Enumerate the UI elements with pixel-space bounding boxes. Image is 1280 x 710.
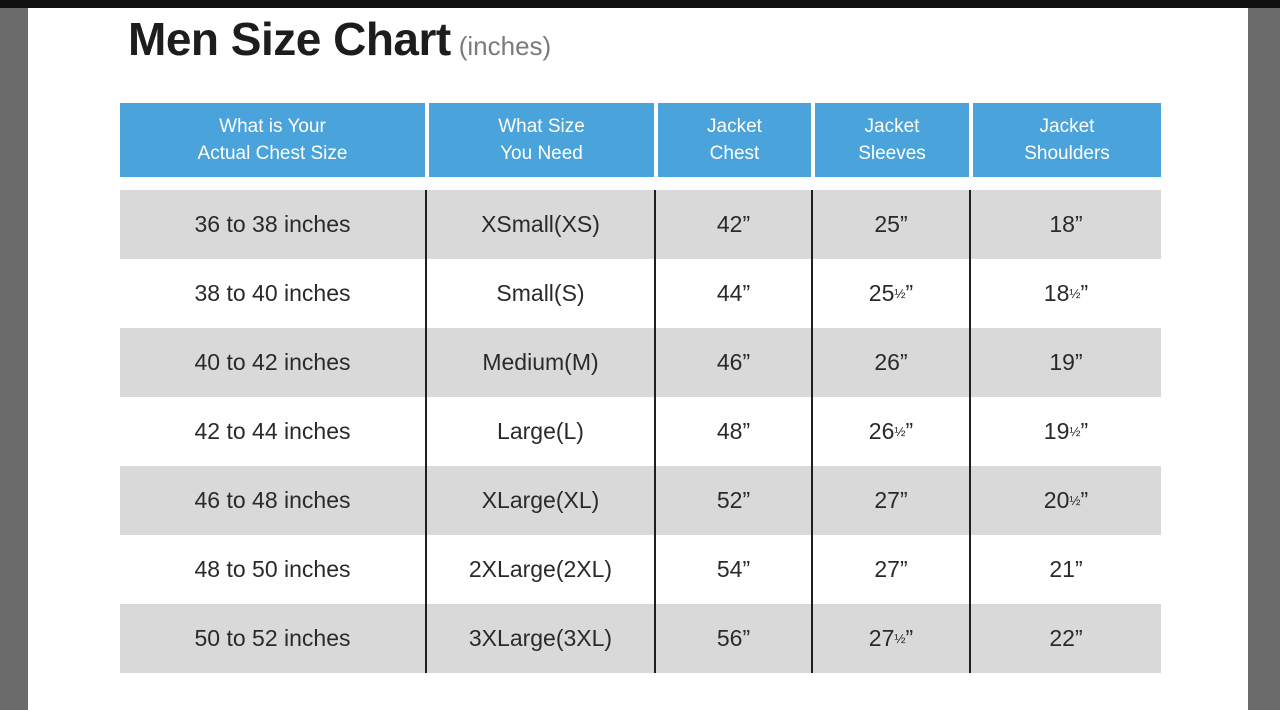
right-letterbox-bar	[1248, 0, 1280, 710]
table-cell: 25 ½”	[811, 259, 969, 328]
column-header-1: What is Your Actual Chest Size	[120, 103, 425, 177]
half-fraction: ½	[894, 285, 906, 301]
table-header-row: What is Your Actual Chest Size What Size Yo…	[120, 103, 1161, 177]
table-cell: 48 to 50 inches	[120, 535, 425, 604]
table-cell: Medium(M)	[425, 328, 654, 397]
table-body: 36 to 38 inches XSmall(XS) 42” 25” 18” 38 to …	[120, 190, 1161, 673]
column-header-line: Actual Chest Size	[197, 143, 348, 164]
column-header-4: Jacket Sleeves	[811, 103, 969, 177]
size-chart-table: What is Your Actual Chest Size What Size Yo…	[120, 103, 1161, 673]
table-row: 48 to 50 inches 2XLarge(2XL) 54” 27” 21”	[120, 535, 1161, 604]
half-fraction: ½	[1069, 423, 1081, 439]
column-header-2: What Size You Need	[425, 103, 654, 177]
table-cell: 18”	[969, 190, 1161, 259]
table-cell: Small(S)	[425, 259, 654, 328]
table-cell: 56”	[654, 604, 811, 673]
table-cell: 26 ½”	[811, 397, 969, 466]
table-cell: 46 to 48 inches	[120, 466, 425, 535]
table-cell: Large(L)	[425, 397, 654, 466]
left-letterbox-bar	[0, 0, 28, 710]
table-cell: 22”	[969, 604, 1161, 673]
title-subtitle: (inches)	[458, 31, 552, 61]
table-cell: 46”	[654, 328, 811, 397]
table-row: 38 to 40 inches Small(S) 44” 25 ½” 18 ½”	[120, 259, 1161, 328]
column-header-5: Jacket Shoulders	[969, 103, 1161, 177]
table-cell: XSmall(XS)	[425, 190, 654, 259]
table-cell: 19 ½”	[969, 397, 1161, 466]
table-cell: 27 ½”	[811, 604, 969, 673]
table-row: 40 to 42 inches Medium(M) 46” 26” 19”	[120, 328, 1161, 397]
table-row: 46 to 48 inches XLarge(XL) 52” 27” 20 ½”	[120, 466, 1161, 535]
column-header-line: Jacket	[1039, 116, 1095, 137]
table-cell: 48”	[654, 397, 811, 466]
column-header-line: What Size	[498, 116, 585, 137]
table-cell: 18 ½”	[969, 259, 1161, 328]
column-header-line: Sleeves	[858, 143, 926, 164]
table-cell: 3XLarge(3XL)	[425, 604, 654, 673]
column-header-line: Jacket	[864, 116, 920, 137]
column-header-line: Chest	[709, 143, 760, 164]
table-cell: 36 to 38 inches	[120, 190, 425, 259]
table-cell: 26”	[811, 328, 969, 397]
table-cell: 27”	[811, 466, 969, 535]
half-fraction: ½	[894, 423, 906, 439]
table-cell: 54”	[654, 535, 811, 604]
column-header-line: You Need	[500, 143, 583, 164]
table-cell: 52”	[654, 466, 811, 535]
page-title: Men Size Chart (inches)	[128, 12, 551, 66]
table-cell: 42 to 44 inches	[120, 397, 425, 466]
table-cell: 21”	[969, 535, 1161, 604]
top-letterbox-bar	[0, 0, 1280, 8]
table-row: 50 to 52 inches 3XLarge(3XL) 56” 27 ½” 22”	[120, 604, 1161, 673]
table-cell: 38 to 40 inches	[120, 259, 425, 328]
table-cell: 19”	[969, 328, 1161, 397]
column-header-line: Shoulders	[1024, 143, 1110, 164]
table-row: 42 to 44 inches Large(L) 48” 26 ½” 19 ½”	[120, 397, 1161, 466]
table-cell: 2XLarge(2XL)	[425, 535, 654, 604]
table-cell: 40 to 42 inches	[120, 328, 425, 397]
half-fraction: ½	[1069, 492, 1081, 508]
column-header-line: What is Your	[219, 116, 326, 137]
table-cell: XLarge(XL)	[425, 466, 654, 535]
table-cell: 50 to 52 inches	[120, 604, 425, 673]
table-cell: 44”	[654, 259, 811, 328]
column-header-line: Jacket	[707, 116, 762, 137]
half-fraction: ½	[1069, 285, 1081, 301]
table-cell: 42”	[654, 190, 811, 259]
title-text: Men Size Chart	[128, 13, 451, 65]
table-cell: 20 ½”	[969, 466, 1161, 535]
half-fraction: ½	[894, 630, 906, 646]
table-cell: 25”	[811, 190, 969, 259]
table-row: 36 to 38 inches XSmall(XS) 42” 25” 18”	[120, 190, 1161, 259]
table-cell: 27”	[811, 535, 969, 604]
column-header-3: Jacket Chest	[654, 103, 811, 177]
